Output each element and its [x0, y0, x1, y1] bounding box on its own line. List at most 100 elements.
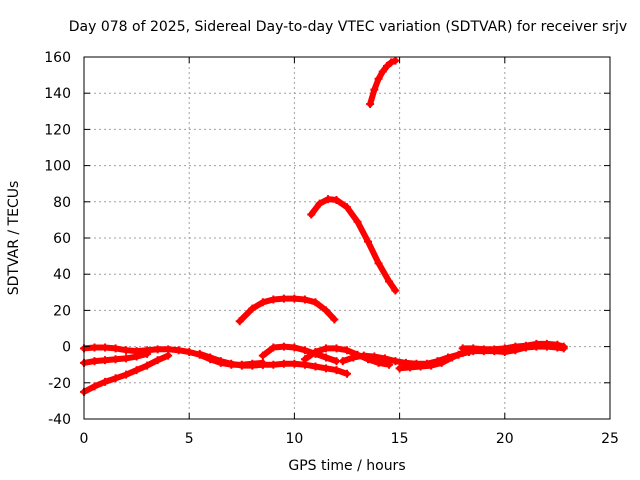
data-point: [90, 343, 99, 352]
data-point: [307, 210, 316, 219]
data-point: [359, 351, 368, 360]
tick-layer: -40 -20 0 20 40 60 80 100 120 140 160 0 5 10 15 20 25: [44, 50, 619, 447]
data-point: [90, 357, 99, 366]
data-point: [332, 344, 341, 353]
data-point: [122, 370, 131, 379]
data-point: [153, 345, 162, 354]
y-tick-label: 0: [62, 340, 71, 356]
data-point: [406, 363, 415, 372]
y-tick-label: -20: [48, 376, 71, 392]
data-point: [378, 67, 387, 76]
data-point: [279, 359, 288, 368]
data-point: [338, 357, 347, 366]
data-point: [132, 347, 141, 356]
data-point: [269, 343, 278, 352]
data-point: [311, 348, 320, 357]
data-point: [311, 298, 320, 307]
data-point: [542, 339, 551, 348]
data-point: [343, 203, 351, 212]
data-point: [153, 356, 162, 365]
data-point: [101, 356, 110, 365]
x-tick-label: 15: [391, 431, 409, 447]
y-tick-label: 60: [53, 231, 71, 247]
data-point: [290, 343, 299, 352]
data-point: [437, 358, 446, 367]
data-point: [391, 286, 400, 295]
data-point: [521, 341, 530, 350]
data-point: [258, 351, 267, 360]
data-point: [235, 317, 244, 326]
data-point: [321, 364, 330, 373]
data-point: [258, 298, 267, 307]
x-tick-label: 0: [80, 431, 89, 447]
data-point: [300, 295, 309, 304]
data-point: [380, 354, 389, 363]
data-point: [101, 343, 110, 352]
data-point: [427, 361, 436, 370]
series-layer: [80, 56, 568, 396]
data-point: [143, 361, 152, 370]
data-point: [111, 355, 120, 364]
data-point: [174, 346, 183, 355]
data-point: [269, 295, 278, 304]
data-point: [195, 349, 204, 358]
y-tick-label: 120: [44, 122, 71, 138]
data-point: [500, 344, 509, 353]
data-point: [458, 344, 467, 353]
data-point: [553, 340, 562, 349]
data-point: [324, 195, 333, 204]
data-point: [290, 359, 299, 368]
data-point: [143, 346, 152, 355]
data-point: [469, 344, 478, 353]
y-axis-label: SDTVAR / TECUs: [6, 181, 22, 296]
data-point: [448, 353, 457, 362]
data-point: [374, 259, 383, 268]
data-point: [132, 366, 141, 375]
y-tick-label: 100: [44, 159, 71, 175]
data-point: [559, 342, 568, 351]
data-point: [248, 304, 257, 313]
data-point: [311, 362, 320, 371]
data-point: [101, 377, 110, 386]
x-tick-label: 5: [185, 431, 194, 447]
data-point: [290, 294, 299, 303]
data-point: [258, 360, 267, 369]
data-point: [185, 348, 194, 357]
data-point: [374, 74, 383, 83]
data-point: [332, 366, 341, 375]
data-point: [332, 195, 341, 204]
data-point: [111, 344, 120, 353]
series-arc-9: [308, 196, 399, 294]
data-point: [122, 354, 131, 363]
data-point: [479, 345, 488, 354]
data-point: [366, 100, 375, 109]
data-point: [216, 357, 225, 366]
y-tick-label: 80: [53, 195, 71, 211]
data-point: [364, 237, 373, 246]
x-tick-label: 25: [601, 431, 619, 447]
data-point: [321, 306, 330, 315]
data-point: [416, 362, 425, 371]
y-tick-label: -40: [48, 412, 71, 428]
data-point: [532, 339, 541, 348]
data-point: [391, 56, 400, 65]
plot-frame: [83, 56, 611, 420]
data-point: [248, 361, 257, 370]
x-tick-label: 10: [285, 431, 303, 447]
series-arc-10: [367, 57, 399, 108]
data-point: [111, 374, 120, 383]
data-point: [321, 344, 330, 353]
data-point: [395, 364, 404, 373]
data-point: [279, 294, 288, 303]
y-tick-label: 140: [44, 86, 71, 102]
chart-title: Day 078 of 2025, Sidereal Day-to-day VTE…: [69, 19, 627, 35]
data-point: [370, 352, 379, 361]
data-point: [321, 353, 330, 362]
x-axis-label: GPS time / hours: [288, 458, 405, 474]
y-tick-label: 160: [44, 50, 71, 66]
x-tick-label: 20: [496, 431, 514, 447]
data-point: [122, 346, 131, 355]
data-point: [237, 361, 246, 370]
data-point: [330, 315, 339, 324]
